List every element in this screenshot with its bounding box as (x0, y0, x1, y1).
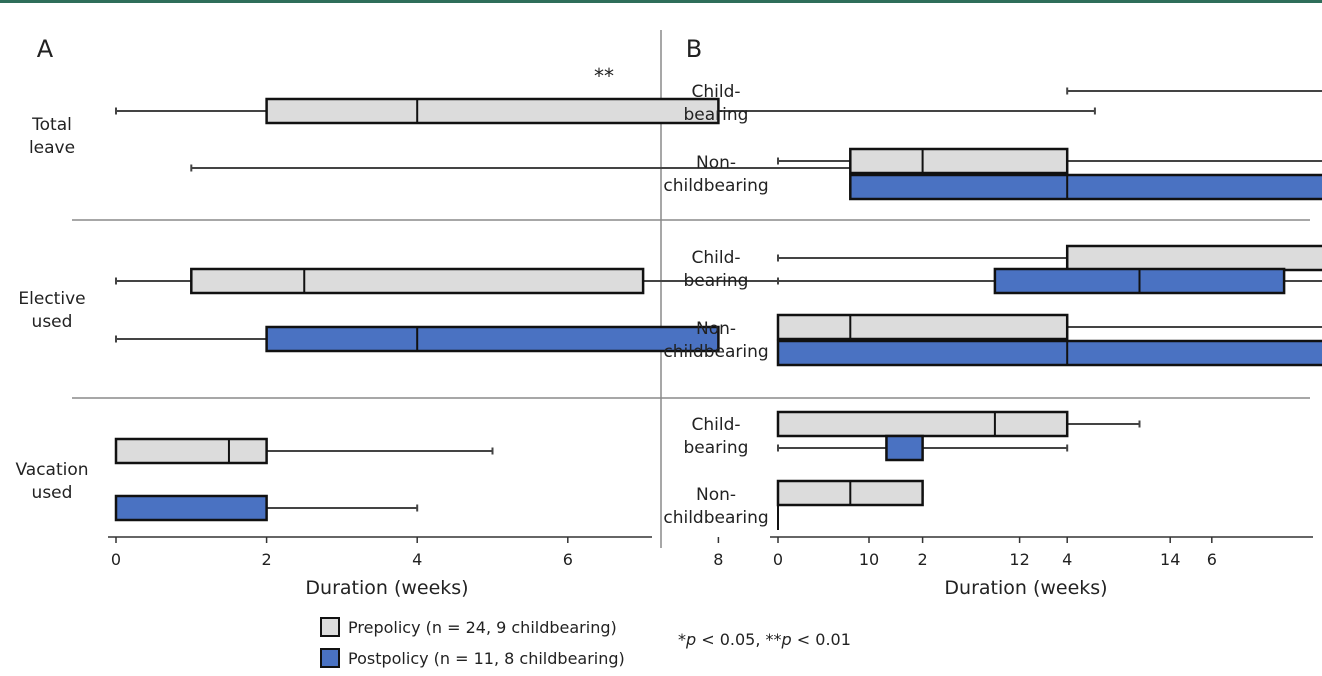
legend-item-postpolicy: Postpolicy (n = 11, 8 childbearing) (320, 645, 625, 671)
group-label-a: Elective (18, 289, 85, 309)
subgroup-label-b: Non- (696, 153, 736, 173)
box-b-3-1-pre (776, 410, 1069, 438)
p-symbol: p (781, 630, 792, 649)
group-label-a: Total (31, 115, 72, 135)
panel-letter-b: B (686, 35, 702, 63)
x-tick-label-a: 0 (111, 550, 121, 569)
significance-note: *p < 0.05, **p < 0.01 (678, 630, 851, 649)
x-axis-title-b: Duration (weeks) (944, 577, 1107, 599)
x-tick-label-b: 6 (1207, 550, 1217, 569)
group-label-a: Vacation (15, 460, 88, 480)
subgroup-label-b: bearing (684, 438, 749, 458)
x-tick-label-a: 14 (1160, 550, 1180, 569)
top-rule (0, 0, 1322, 3)
box-b-1-2-post (849, 173, 1322, 201)
box-b-2-2-pre (776, 313, 1069, 341)
significance-text: < 0.01 (791, 630, 851, 649)
legend-swatch-prepolicy (320, 617, 340, 637)
subgroup-label-b: childbearing (663, 508, 768, 528)
significance-text: < 0.05, ** (696, 630, 782, 649)
box-a-2-pre (190, 267, 645, 295)
x-tick-label-a: 4 (412, 550, 422, 569)
group-label-a: leave (29, 138, 75, 158)
x-tick-label-a: 6 (563, 550, 573, 569)
subgroup-label-b: Child- (691, 82, 740, 102)
box-a-2-post (265, 325, 720, 353)
box-b-2-2-post (776, 339, 1322, 367)
x-tick-label-b: 4 (1062, 550, 1072, 569)
subgroup-label-b: bearing (684, 271, 749, 291)
x-axis-title-a: Duration (weeks) (305, 577, 468, 599)
x-tick-label-b: 2 (918, 550, 928, 569)
x-tick-label-a: 2 (262, 550, 272, 569)
p-symbol: p (686, 630, 697, 649)
subgroup-label-b: Non- (696, 485, 736, 505)
box-a-1-pre (265, 97, 720, 125)
group-label-a: used (32, 312, 73, 332)
x-tick-label-a: 8 (713, 550, 723, 569)
box-a-3-pre (114, 437, 268, 465)
legend-label-postpolicy: Postpolicy (n = 11, 8 childbearing) (348, 648, 625, 668)
x-tick-label-a: 10 (859, 550, 879, 569)
subgroup-label-b: childbearing (663, 342, 768, 362)
significance-marker: ** (594, 64, 614, 88)
legend-swatch-postpolicy (320, 648, 340, 668)
box-a-3-post (114, 494, 268, 522)
legend-label-prepolicy: Prepolicy (n = 24, 9 childbearing) (348, 617, 617, 637)
subgroup-label-b: Child- (691, 248, 740, 268)
x-tick-label-a: 12 (1009, 550, 1029, 569)
box-b-3-1-post (885, 434, 924, 462)
boxplot-chart: A B 0 2 4 6 8 10 12 14 Duration (weeks) Total leave *… (15, 30, 1322, 599)
x-tick-label-b: 0 (773, 550, 783, 569)
box-b-2-1-pre (1065, 244, 1322, 272)
box-b-1-2-pre (849, 147, 1069, 175)
subgroup-label-b: Non- (696, 319, 736, 339)
subgroup-label-b: childbearing (663, 176, 768, 196)
legend-item-prepolicy: Prepolicy (n = 24, 9 childbearing) (320, 614, 617, 640)
subgroup-label-b: Child- (691, 415, 740, 435)
group-label-a: used (32, 483, 73, 503)
subgroup-label-b: bearing (684, 105, 749, 125)
panel-letter-a: A (37, 35, 54, 63)
